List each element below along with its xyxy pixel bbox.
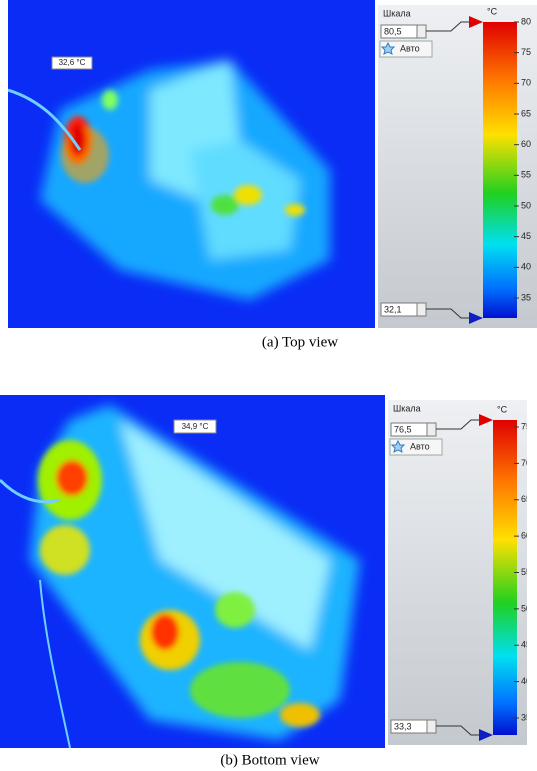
spinner[interactable]: [417, 303, 426, 316]
unit-label: °C: [497, 404, 508, 414]
tick-label: 40: [521, 262, 531, 272]
spinner[interactable]: [427, 423, 436, 436]
tick-label: 75: [521, 421, 531, 431]
tick-label: 35: [521, 712, 531, 722]
tick-label: 65: [521, 494, 531, 504]
tick-label: 35: [521, 292, 531, 302]
caption: (a) Top view: [262, 334, 338, 350]
spinner[interactable]: [417, 25, 426, 38]
scale-title: Шкала: [393, 403, 421, 413]
thermal-image: 32,6 °C: [8, 0, 375, 328]
thermal-image: 34,9 °C: [0, 395, 385, 748]
tick-label: 55: [521, 567, 531, 577]
spot-label: 32,6 °C: [59, 58, 86, 67]
scales: Шкала80,5Авто32,1°C80757065605550454035Ш…: [378, 5, 537, 745]
auto-label: Авто: [410, 441, 430, 451]
colorbar: [483, 22, 517, 318]
tick-label: 40: [521, 676, 531, 686]
auto-label: Авто: [400, 43, 420, 53]
tick-label: 55: [521, 170, 531, 180]
tick-label: 50: [521, 200, 531, 210]
figure: 32,6 °C 34,9 °C Шкала 80,5 Авто 32,1 °C 80 75 7…: [0, 0, 537, 771]
tick-label: 80: [521, 16, 531, 26]
spot-label: 34,9 °C: [182, 422, 209, 431]
max-value: 80,5: [384, 26, 402, 36]
min-value: 32,1: [384, 304, 402, 314]
unit-label: °C: [487, 6, 498, 16]
tick-label: 60: [521, 139, 531, 149]
scale-panel: Шкала 80,5 Авто 32,1 °C 80 75 70 65 60 55 50 45 40 35: [378, 5, 537, 328]
tick-label: 45: [521, 231, 531, 241]
tick-label: 70: [521, 78, 531, 88]
max-value: 76,5: [394, 424, 412, 434]
spinner[interactable]: [427, 720, 436, 733]
colorbar: [493, 420, 517, 735]
scale-panel: Шкала 76,5 Авто 33,3 °C 75 70 65 60 55 50 45 40 35: [388, 400, 531, 745]
tick-label: 45: [521, 640, 531, 650]
tick-label: 50: [521, 603, 531, 613]
tick-label: 70: [521, 458, 531, 468]
page: {"panels": [ {"spot_label": "32,6 °C", "…: [0, 0, 537, 771]
tick-label: 65: [521, 108, 531, 118]
caption: (b) Bottom view: [220, 752, 319, 768]
scale-title: Шкала: [383, 8, 411, 18]
min-value: 33,3: [394, 721, 412, 731]
tick-label: 60: [521, 531, 531, 541]
tick-label: 75: [521, 47, 531, 57]
